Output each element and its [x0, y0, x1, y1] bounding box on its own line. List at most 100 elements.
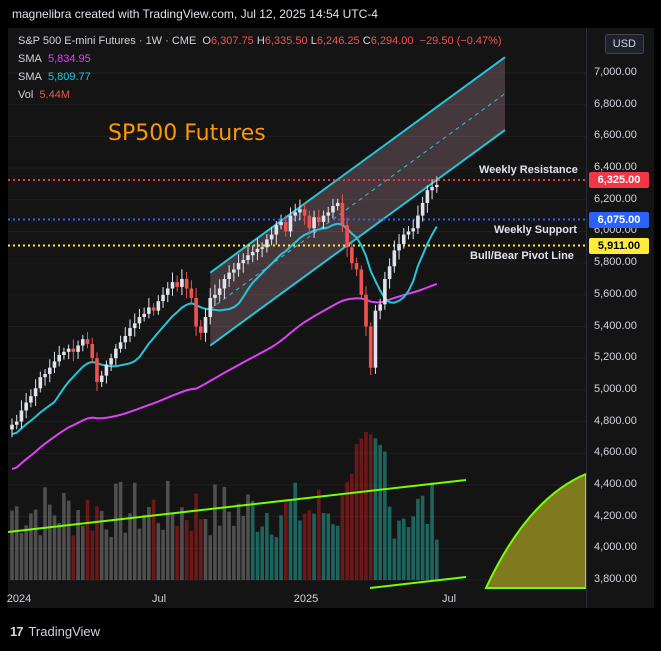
- volume-bar-30: [151, 499, 156, 580]
- candle-body-44: [217, 288, 222, 295]
- volume-bar-3: [24, 525, 28, 580]
- y-tick-label: 6,600.00: [594, 129, 637, 142]
- volume-bar-53: [260, 526, 264, 580]
- y-tick-label: 5,200.00: [594, 351, 637, 364]
- candle-body-18: [95, 358, 99, 382]
- volume-bar-20: [104, 529, 109, 580]
- candle-body-66: [321, 215, 326, 222]
- candle-body-1: [14, 421, 19, 425]
- time-axis[interactable]: 2024 Jul 2025 Jul: [7, 588, 586, 610]
- volume-bar-89: [430, 482, 434, 580]
- high-label: H: [256, 35, 265, 47]
- pivot-price-tag: 5,911.00: [589, 237, 649, 254]
- volume-bar-56: [274, 537, 279, 580]
- volume-bar-63: [307, 510, 312, 580]
- y-tick-label: 3,800.00: [594, 573, 637, 585]
- y-tick-label: 5,600.00: [594, 287, 637, 300]
- volume-bar-79: [383, 451, 387, 580]
- y-tick-label: 6,800.00: [594, 97, 637, 110]
- volume-bar-55: [269, 534, 274, 580]
- volume-bar-72: [350, 473, 354, 580]
- currency-button[interactable]: USD: [604, 34, 644, 54]
- sma-fast-line: [11, 222, 438, 436]
- volume-bar-27: [137, 528, 142, 580]
- ohlc-legend[interactable]: S&P 500 E-mini Futures · 1W · CME O6,307…: [18, 35, 502, 47]
- volume-bar-67: [326, 513, 331, 580]
- volume-bar-13: [71, 535, 76, 580]
- open-value: 6,307.75: [210, 35, 254, 47]
- volume-bar-17: [90, 530, 95, 580]
- volume-bar-48: [236, 503, 241, 580]
- candle-body-30: [151, 307, 156, 311]
- candle-body-63: [307, 215, 312, 229]
- volume-bar-18: [95, 506, 99, 580]
- candle-body-14: [76, 345, 80, 352]
- sma2-legend[interactable]: SMA 5,809.77: [18, 71, 91, 83]
- y-tick-label: 5,400.00: [594, 319, 637, 332]
- volume-bar-14: [76, 510, 80, 580]
- volume-bar-68: [331, 524, 335, 580]
- volume-bar-16: [85, 499, 90, 580]
- candle-body-71: [345, 225, 349, 248]
- candle-body-38: [189, 288, 194, 298]
- candle-body-21: [109, 358, 113, 365]
- volume-bar-52: [255, 531, 260, 580]
- candle-body-34: [170, 282, 175, 289]
- candle-body-88: [425, 190, 430, 203]
- candle-body-11: [62, 351, 66, 356]
- volume-bar-51: [250, 500, 255, 580]
- volume-bar-88: [425, 523, 430, 580]
- support-price-tag: 6,075.00: [589, 211, 649, 228]
- high-value: 6,335.50: [264, 35, 308, 47]
- volume-channel-lower: [369, 576, 467, 589]
- volume-bar-10: [57, 522, 61, 580]
- candle-body-13: [71, 348, 76, 352]
- y-tick-label: 6,200.00: [594, 192, 637, 205]
- candle-body-4: [29, 396, 33, 403]
- volume-bar-7: [43, 487, 47, 580]
- candle-body-27: [137, 316, 142, 324]
- candle-body-9: [52, 361, 57, 368]
- volume-bar-25: [128, 513, 132, 580]
- volume-bar-43: [213, 484, 217, 580]
- vol-legend[interactable]: Vol 5.44M: [18, 89, 70, 101]
- candle-body-89: [430, 187, 434, 191]
- candle-body-2: [19, 410, 24, 422]
- candle-body-60: [293, 212, 297, 216]
- volume-bar-74: [359, 438, 364, 580]
- candle-body-84: [406, 231, 411, 235]
- candle-body-61: [298, 209, 302, 213]
- plot-area[interactable]: SP500 Futures S&P 500 E-mini Futures · 1…: [8, 28, 586, 608]
- channel-mid: [209, 93, 506, 310]
- volume-bar-1: [14, 506, 19, 580]
- volume-bar-60: [293, 482, 297, 580]
- candle-body-75: [364, 294, 368, 327]
- volume-bar-59: [288, 501, 293, 580]
- candle-body-28: [142, 313, 146, 317]
- candle-body-33: [165, 288, 170, 295]
- candle-body-42: [208, 297, 213, 317]
- candle-body-24: [123, 336, 128, 343]
- volume-bar-4: [29, 513, 33, 580]
- candle-body-90: [435, 184, 439, 188]
- candle-body-23: [118, 342, 123, 349]
- candle-body-12: [66, 348, 71, 352]
- volume-bar-85: [411, 516, 415, 580]
- candle-body-45: [222, 278, 227, 289]
- volume-bar-87: [420, 495, 425, 580]
- candle-body-8: [47, 367, 52, 375]
- price-axis[interactable]: USD 3,800.00 4,000.00 4,200.00 4,400.00 4,60…: [586, 28, 654, 608]
- volume-bar-15: [81, 525, 85, 580]
- candle-body-37: [184, 278, 189, 289]
- volume-bar-0: [10, 510, 14, 580]
- candle-body-47: [232, 269, 236, 273]
- volume-bar-66: [321, 512, 326, 580]
- candle-body-64: [312, 217, 316, 229]
- volume-bar-46: [227, 511, 231, 580]
- candle-body-80: [387, 266, 392, 279]
- sma1-legend[interactable]: SMA 5,834.95: [18, 53, 91, 65]
- volume-bar-29: [147, 506, 151, 580]
- candle-body-74: [359, 269, 364, 295]
- tradingview-logo[interactable]: 17 TradingView: [10, 624, 100, 639]
- candle-body-3: [24, 402, 28, 411]
